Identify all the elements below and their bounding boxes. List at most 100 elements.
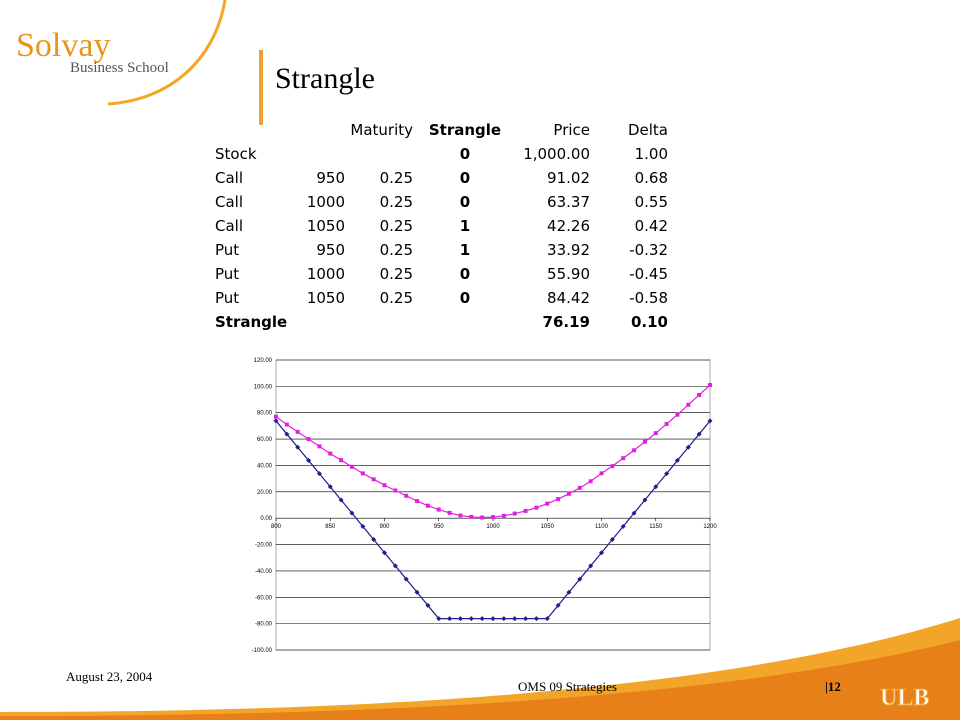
table-cell: 55.90 — [547, 265, 590, 283]
y-tick-label: 120.00 — [254, 358, 273, 364]
point — [425, 602, 431, 608]
point — [457, 616, 463, 622]
table-cell: 84.42 — [547, 289, 590, 307]
y-tick-label: 20.00 — [257, 490, 273, 496]
point — [469, 514, 474, 519]
point — [545, 501, 550, 506]
point — [599, 471, 604, 476]
point — [490, 616, 496, 622]
point — [284, 431, 290, 437]
point — [577, 485, 582, 490]
y-tick-label: 100.00 — [254, 384, 273, 390]
slide-title: Strangle — [275, 62, 375, 95]
table-cell: Put — [215, 289, 239, 307]
point — [328, 451, 333, 456]
table-cell: Call — [215, 193, 243, 211]
x-tick-label: 1150 — [649, 524, 663, 530]
table-cell: 0.25 — [380, 217, 413, 235]
point — [273, 418, 279, 424]
point — [425, 503, 430, 508]
point — [664, 471, 670, 477]
point — [599, 550, 604, 556]
point — [653, 431, 658, 436]
table-cell: 0.25 — [380, 169, 413, 187]
point — [685, 444, 691, 450]
y-tick-label: 40.00 — [257, 463, 273, 469]
footer-swoosh-dark — [0, 640, 960, 720]
x-tick-label: 950 — [434, 524, 445, 530]
point — [415, 499, 420, 504]
table-cell: 76.19 — [543, 313, 590, 331]
point — [708, 383, 712, 388]
point — [674, 457, 680, 463]
x-tick-label: 1050 — [541, 524, 555, 530]
point — [631, 510, 637, 516]
table-cell: 0.55 — [635, 193, 668, 211]
point — [295, 429, 300, 434]
table-cell: 1 — [460, 241, 470, 259]
point — [480, 515, 485, 520]
table-cell: 1 — [460, 217, 470, 235]
point — [317, 444, 322, 449]
table-cell: 91.02 — [547, 169, 590, 187]
y-tick-label: -80.00 — [255, 622, 273, 628]
table-cell: 950 — [316, 241, 345, 259]
point — [436, 616, 442, 622]
x-tick-label: 850 — [325, 524, 336, 530]
point — [339, 458, 344, 463]
point — [501, 616, 507, 622]
point — [632, 448, 637, 453]
x-tick-label: 1200 — [703, 524, 717, 530]
point — [675, 412, 680, 417]
x-tick-label: 1000 — [486, 524, 500, 530]
point — [577, 576, 583, 582]
y-tick-label: -20.00 — [255, 543, 273, 549]
footer-logo: ULB — [880, 685, 929, 711]
y-tick-label: 80.00 — [257, 411, 273, 417]
point — [620, 523, 626, 529]
table-cell: 42.26 — [547, 217, 590, 235]
table-cell: 1050 — [307, 289, 345, 307]
column-header: Delta — [628, 121, 668, 139]
table-cell: 0.10 — [631, 313, 668, 331]
point — [566, 491, 571, 496]
table-cell: 1.00 — [635, 145, 668, 163]
point — [382, 483, 387, 488]
y-tick-label: -100.00 — [252, 648, 273, 654]
table-cell: 0.25 — [380, 265, 413, 283]
point — [349, 464, 354, 469]
point — [306, 457, 312, 463]
table-cell: -0.45 — [629, 265, 668, 283]
point — [642, 497, 648, 503]
point — [447, 616, 453, 622]
point — [338, 497, 344, 503]
column-header: Strangle — [429, 121, 501, 139]
point — [566, 589, 572, 595]
x-tick-label: 900 — [379, 524, 390, 530]
table-cell: 63.37 — [547, 193, 590, 211]
y-tick-label: 60.00 — [257, 437, 273, 443]
y-tick-label: -40.00 — [255, 569, 273, 575]
page-number: |12 — [825, 679, 841, 694]
table-cell: 1050 — [307, 217, 345, 235]
table-cell: 0.42 — [635, 217, 668, 235]
table-cell: 33.92 — [547, 241, 590, 259]
logo-swoosh — [107, 0, 227, 106]
logo-subtitle: Business School — [70, 60, 169, 76]
point — [479, 616, 485, 622]
table-cell: Stock — [215, 145, 257, 163]
point — [523, 616, 529, 622]
point — [393, 488, 398, 493]
point — [588, 563, 594, 569]
plot-area — [275, 359, 711, 651]
table-cell: 1000 — [307, 193, 345, 211]
table-cell: Put — [215, 265, 239, 283]
table-cell: Strangle — [215, 313, 287, 331]
point — [696, 431, 702, 437]
point — [392, 563, 398, 569]
point — [360, 471, 365, 476]
table-cell: 0.25 — [380, 289, 413, 307]
point — [555, 602, 561, 608]
point — [274, 414, 278, 419]
table-cell: Call — [215, 217, 243, 235]
